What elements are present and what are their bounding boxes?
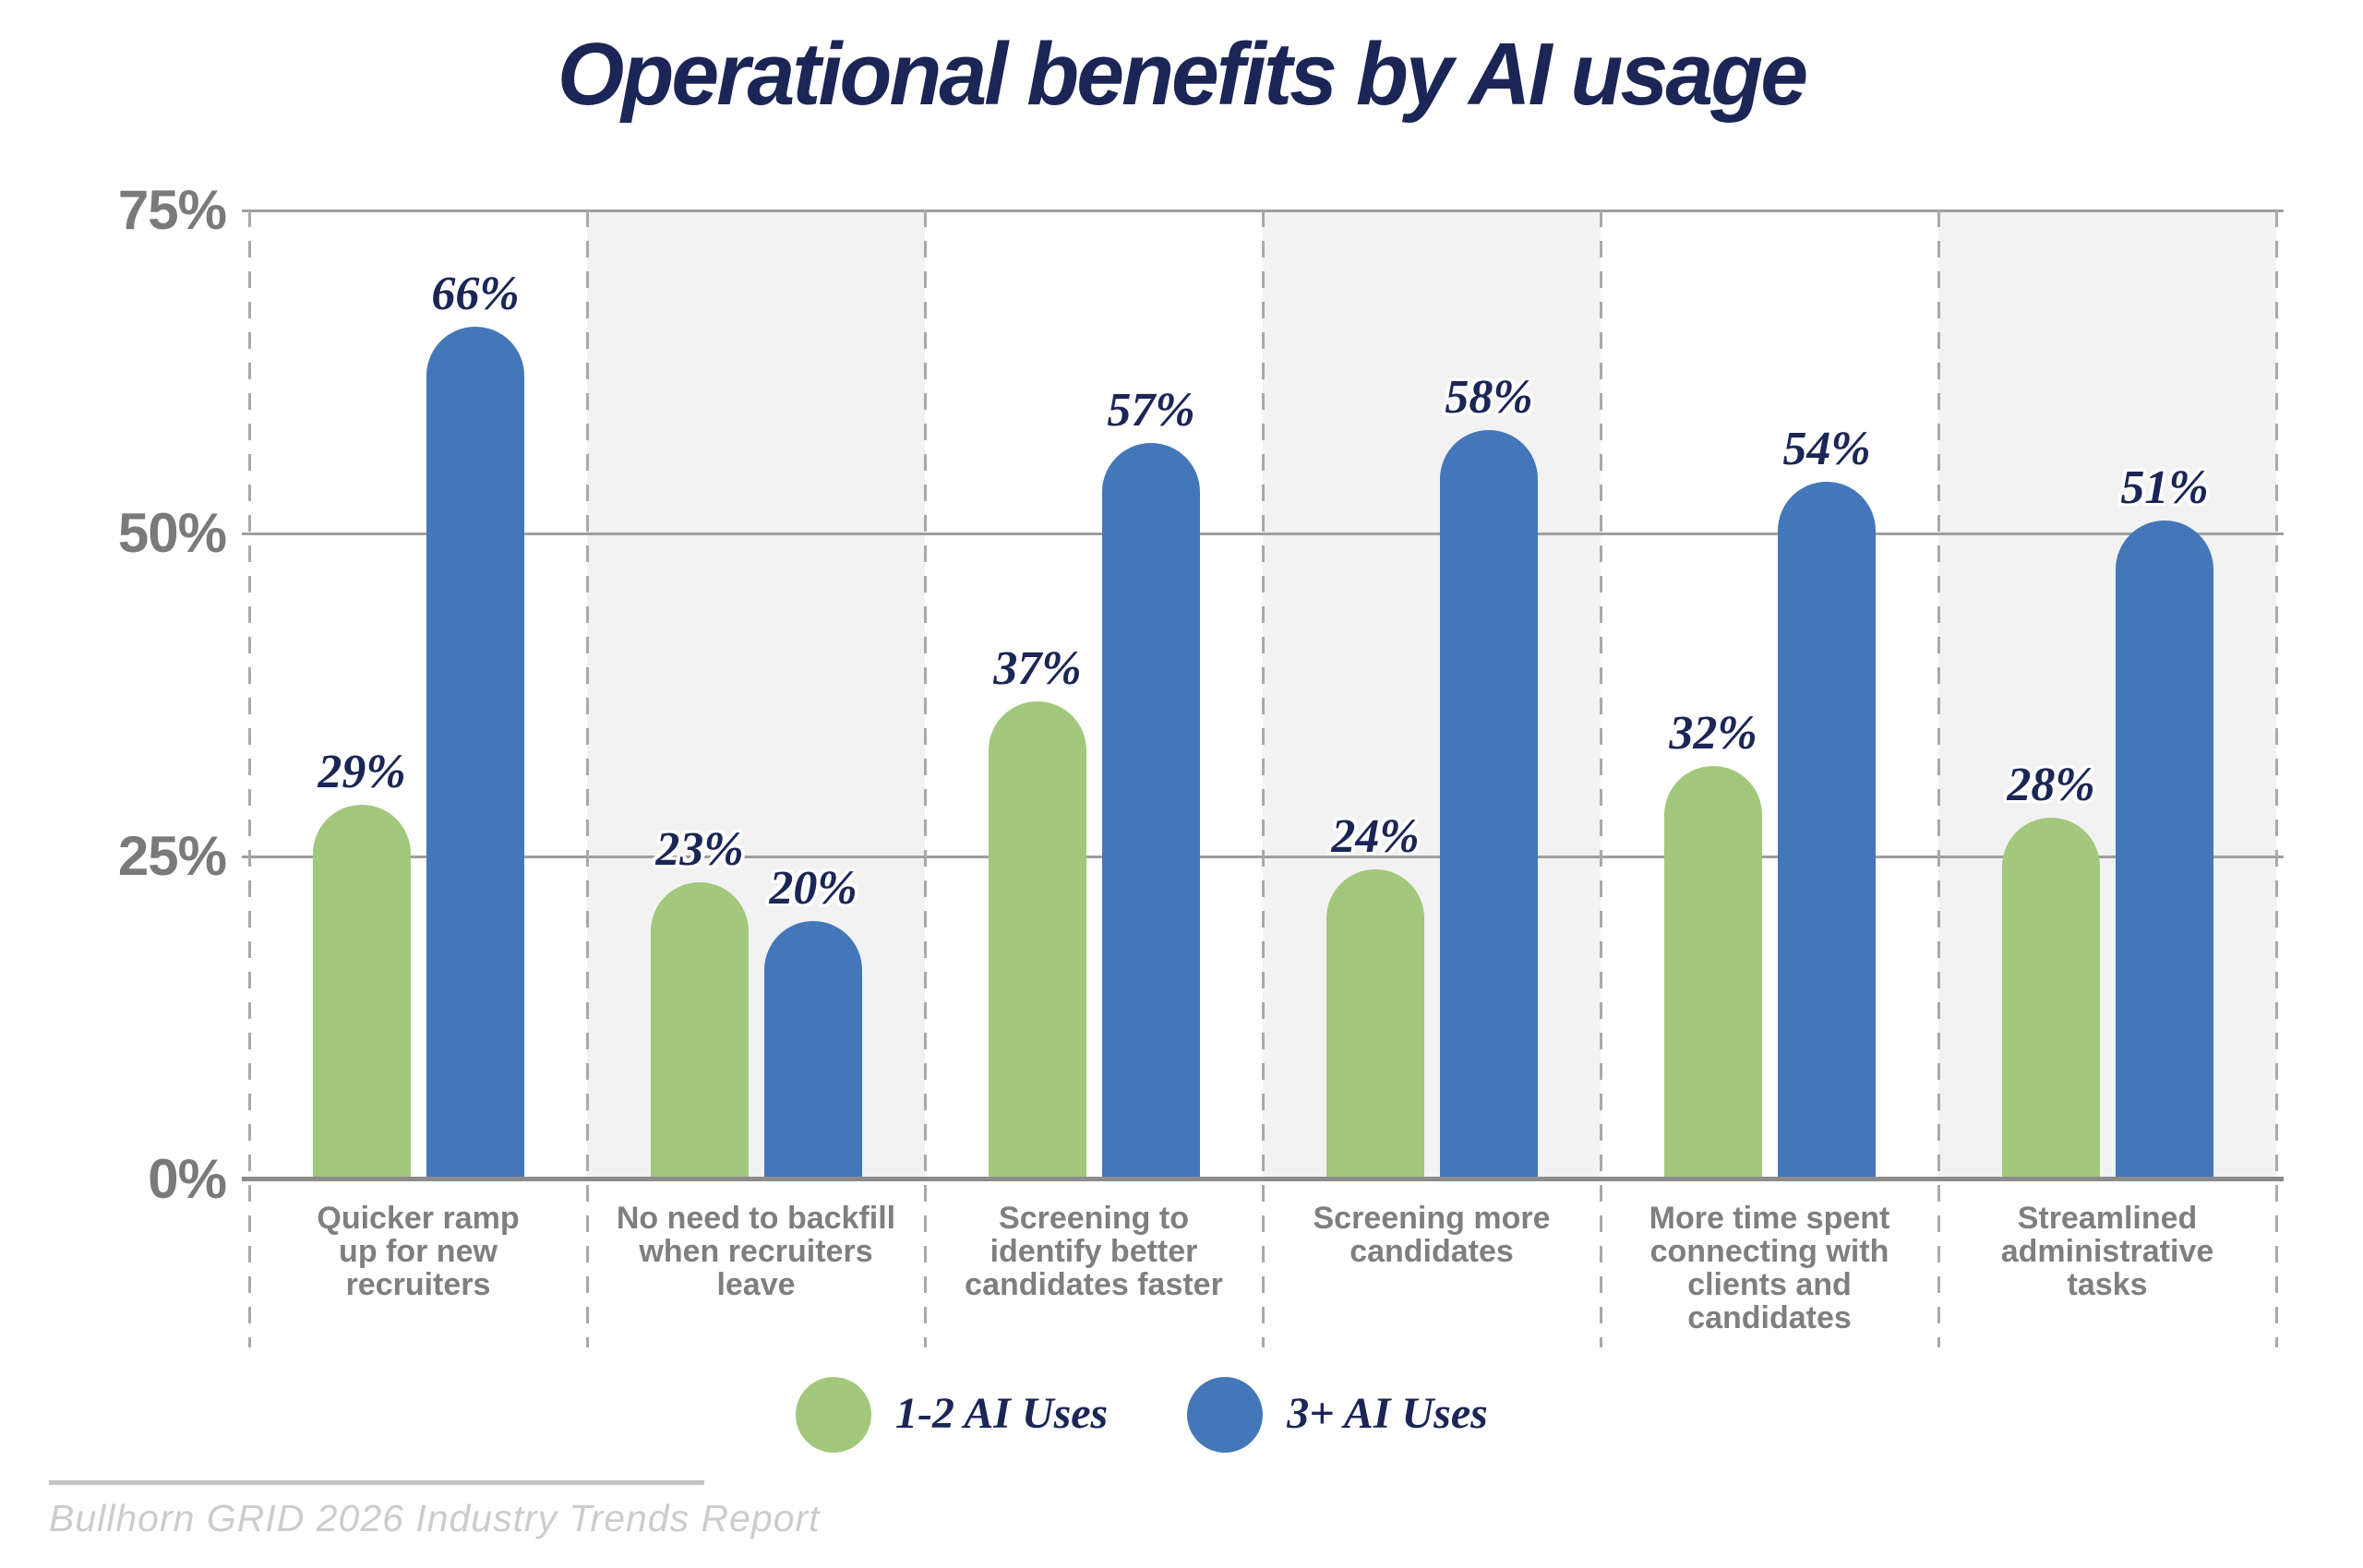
bar-series2-cat5: [1778, 482, 1876, 1179]
value-label: 20%: [769, 862, 858, 915]
value-label: 32%: [1669, 707, 1757, 760]
legend-label: 1-2 AI Uses: [895, 1388, 1109, 1438]
bar-series1-cat5: [1664, 766, 1762, 1179]
value-label: 58%: [1445, 371, 1533, 424]
category-band: [1601, 210, 1938, 1179]
value-label: 23%: [655, 823, 744, 876]
category-band: [587, 210, 925, 1179]
source-divider: [49, 1480, 704, 1485]
category-label-1: Quicker ramp up for new recruiters: [317, 1201, 520, 1302]
bar-series2-cat2: [764, 921, 862, 1179]
value-label: 24%: [1331, 810, 1420, 863]
dashed-separator: [2275, 210, 2278, 1347]
bar-series1-cat1: [313, 805, 411, 1179]
category-band: [1263, 210, 1601, 1179]
value-label: 66%: [431, 268, 520, 320]
bar-series1-cat6: [2002, 818, 2100, 1179]
dashed-separator: [586, 210, 589, 1347]
plot-area: [242, 209, 2284, 1181]
legend-label: 3+ AI Uses: [1287, 1388, 1488, 1438]
bar-series1-cat4: [1326, 869, 1424, 1179]
value-label: 51%: [2120, 461, 2209, 514]
bar-series2-cat3: [1102, 443, 1200, 1179]
category-band: [1938, 210, 2276, 1179]
source-label: Bullhorn GRID 2026 Industry Trends Repor…: [49, 1497, 821, 1539]
value-label: 54%: [1782, 423, 1871, 475]
category-label-6: Streamlined administrative tasks: [2000, 1201, 2214, 1302]
category-band: [925, 210, 1263, 1179]
dashed-separator: [1937, 210, 1940, 1347]
green-circle-icon: [796, 1377, 871, 1453]
legend-item-1-2-ai-uses: 1-2 AI Uses: [796, 1377, 1108, 1453]
legend: 1-2 AI Uses 3+ AI Uses: [796, 1377, 1488, 1453]
x-axis-line: [242, 1177, 2284, 1181]
legend-item-3-plus-ai-uses: 3+ AI Uses: [1187, 1377, 1488, 1453]
dashed-separator: [924, 210, 927, 1347]
blue-circle-icon: [1187, 1377, 1264, 1453]
category-label-4: Screening more candidates: [1313, 1201, 1551, 1269]
bar-series2-cat1: [426, 327, 524, 1179]
category-label-5: More time spent connecting with clients …: [1649, 1201, 1890, 1335]
dashed-separator: [1600, 210, 1602, 1347]
y-tick-label-0: 0%: [148, 1148, 227, 1210]
bar-series1-cat3: [989, 701, 1086, 1179]
value-label: 57%: [1107, 384, 1195, 437]
bar-series2-cat4: [1440, 430, 1538, 1179]
category-band: [249, 210, 587, 1179]
value-label: 29%: [318, 746, 406, 798]
dashed-separator: [248, 210, 251, 1347]
chart-title: Operational benefits by AI usage: [557, 25, 1808, 124]
bar-series1-cat2: [651, 882, 749, 1179]
y-tick-label-50: 50%: [117, 502, 227, 564]
y-tick-label-75: 75%: [117, 179, 227, 241]
bar-series2-cat6: [2116, 521, 2213, 1179]
value-label: 28%: [2007, 759, 2095, 811]
dashed-separator: [1262, 210, 1265, 1347]
value-label: 37%: [993, 642, 1082, 695]
y-tick-label-25: 25%: [117, 825, 227, 887]
category-label-2: No need to backfill when recruiters leav…: [616, 1201, 896, 1302]
category-label-3: Screening to identify better candidates …: [965, 1201, 1223, 1302]
